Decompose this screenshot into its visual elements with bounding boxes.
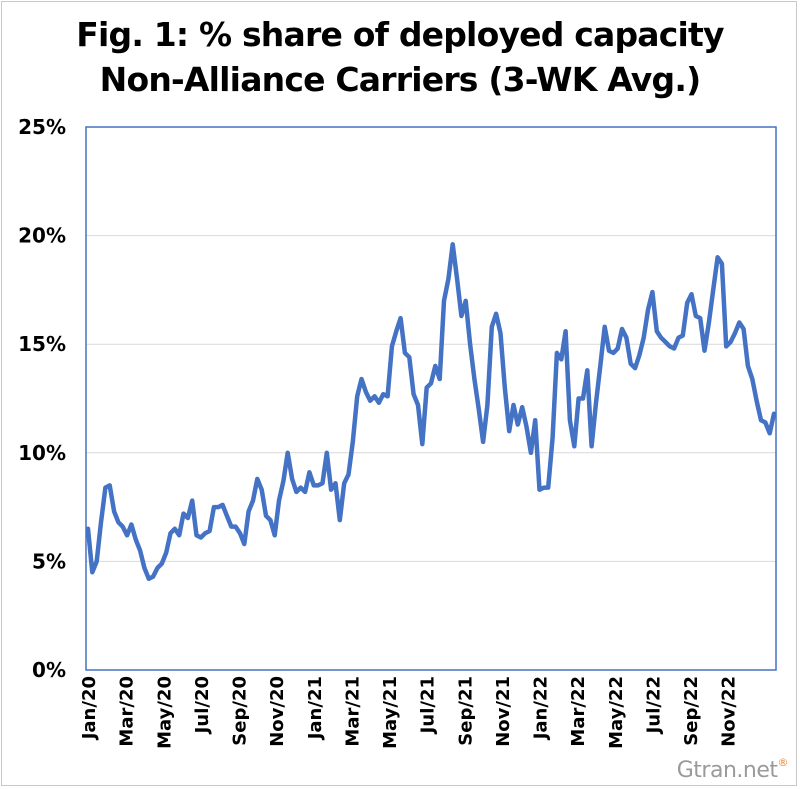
chart-title: Fig. 1: % share of deployed capacity <box>76 15 724 54</box>
x-axis-ticks: Jan/20 Mar/20 May/20 Jul/20 Sep/20 Nov/20 Jan/… <box>79 676 740 749</box>
x-tick-label: May/21 <box>380 676 401 749</box>
x-tick-label: Nov/21 <box>493 676 514 747</box>
x-tick-label: Mar/22 <box>568 676 589 747</box>
x-tick-label: Jan/20 <box>79 676 100 741</box>
x-tick-label: Sep/20 <box>230 676 251 746</box>
x-tick-label: Nov/22 <box>719 676 740 747</box>
x-tick-label: Jan/22 <box>531 676 552 741</box>
gridlines <box>86 235 776 562</box>
y-tick-label: 15% <box>18 332 66 356</box>
registered-mark: ® <box>777 756 789 769</box>
chart-subtitle: Non-Alliance Carriers (3-WK Avg.) <box>99 60 702 99</box>
plot-area-border <box>85 126 777 671</box>
y-tick-label: 5% <box>32 549 66 573</box>
x-tick-label: Jul/22 <box>643 676 664 735</box>
y-tick-label: 25% <box>18 115 66 139</box>
watermark-logo: Gtran.net® <box>676 756 789 783</box>
series-line <box>85 242 777 582</box>
x-tick-label: Jul/20 <box>192 676 213 735</box>
x-tick-label: Mar/20 <box>117 676 138 747</box>
x-tick-label: Sep/22 <box>681 676 702 746</box>
y-axis-ticks: 0% 5% 10% 15% 20% 25% <box>18 115 66 682</box>
x-tick-label: Jul/21 <box>418 676 439 735</box>
x-tick-label: Sep/21 <box>455 676 476 746</box>
y-tick-label: 10% <box>18 441 66 465</box>
y-tick-label: 20% <box>18 224 66 248</box>
x-tick-label: May/22 <box>606 676 627 749</box>
x-tick-label: Mar/21 <box>342 676 363 747</box>
chart-title-block: Fig. 1: % share of deployed capacity Non… <box>0 12 800 102</box>
x-tick-label: Nov/20 <box>267 676 288 747</box>
y-tick-label: 0% <box>32 658 66 682</box>
x-tick-label: Jan/21 <box>305 676 326 741</box>
x-tick-label: May/20 <box>154 676 175 749</box>
watermark-text: Gtran.net <box>676 758 778 783</box>
